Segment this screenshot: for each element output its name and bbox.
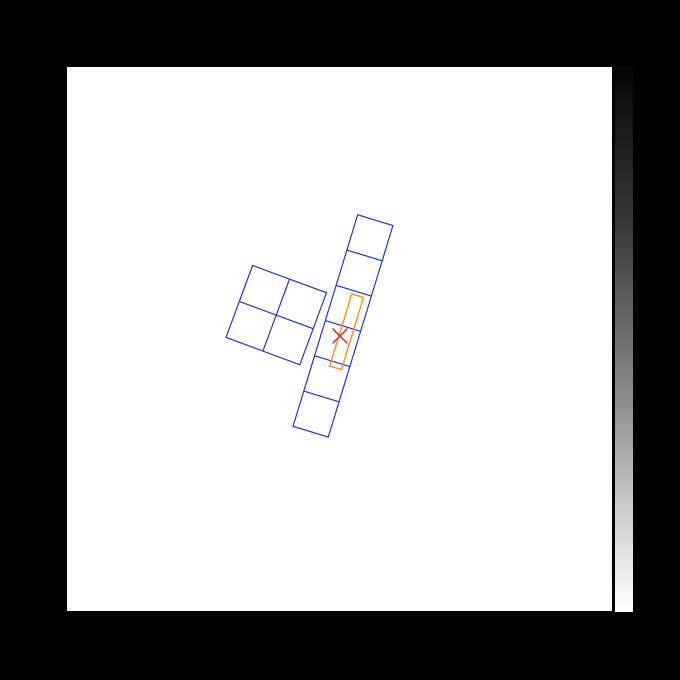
sky-map-plot-area <box>67 67 612 611</box>
subarray-outline <box>328 293 365 371</box>
acis-i-array <box>225 264 328 366</box>
aimpoint-x-marker <box>331 327 349 345</box>
colorbar <box>615 67 633 612</box>
acis-s-array <box>292 214 394 438</box>
chip-overlay <box>225 214 394 438</box>
